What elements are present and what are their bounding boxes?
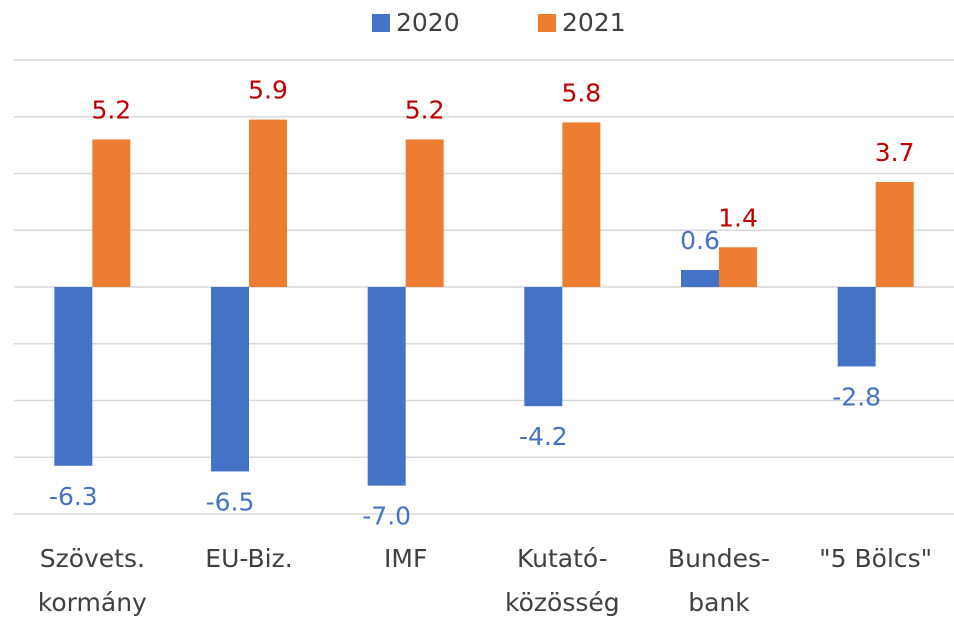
bar xyxy=(249,119,287,288)
legend-swatch xyxy=(372,14,390,32)
data-label: -2.8 xyxy=(832,382,881,411)
x-tick-label: IMF xyxy=(384,544,427,573)
data-label: -6.5 xyxy=(206,487,255,516)
bar xyxy=(681,269,719,287)
bar xyxy=(405,139,444,287)
legend-swatch xyxy=(538,14,556,32)
data-label: -4.2 xyxy=(519,422,568,451)
x-tick-label: Szövets. kormány xyxy=(38,544,147,617)
data-label: 5.8 xyxy=(561,78,601,107)
legend-label: 2020 xyxy=(396,8,460,37)
bar xyxy=(367,287,406,486)
data-label: 3.7 xyxy=(875,138,915,167)
x-tick-label: EU-Biz. xyxy=(205,544,292,573)
data-label: -6.3 xyxy=(49,482,98,511)
bar xyxy=(92,139,131,287)
data-label: 0.6 xyxy=(680,226,720,255)
data-label: 1.4 xyxy=(718,203,758,232)
x-tick-label: Bundes-bank xyxy=(668,544,770,617)
bar xyxy=(562,122,601,287)
bar xyxy=(54,287,93,466)
legend-label: 2021 xyxy=(562,8,626,37)
x-tick-label: Kutató-közösség xyxy=(505,544,620,617)
data-label: 5.9 xyxy=(248,76,288,105)
data-label: 5.2 xyxy=(405,95,445,124)
bar xyxy=(719,247,757,287)
data-label: -7.0 xyxy=(362,502,411,531)
data-label: 5.2 xyxy=(91,95,131,124)
bar xyxy=(875,182,914,287)
bar xyxy=(837,287,876,367)
bar xyxy=(211,287,249,472)
x-tick-label: "5 Bölcs" xyxy=(819,544,932,573)
bar xyxy=(524,287,563,407)
